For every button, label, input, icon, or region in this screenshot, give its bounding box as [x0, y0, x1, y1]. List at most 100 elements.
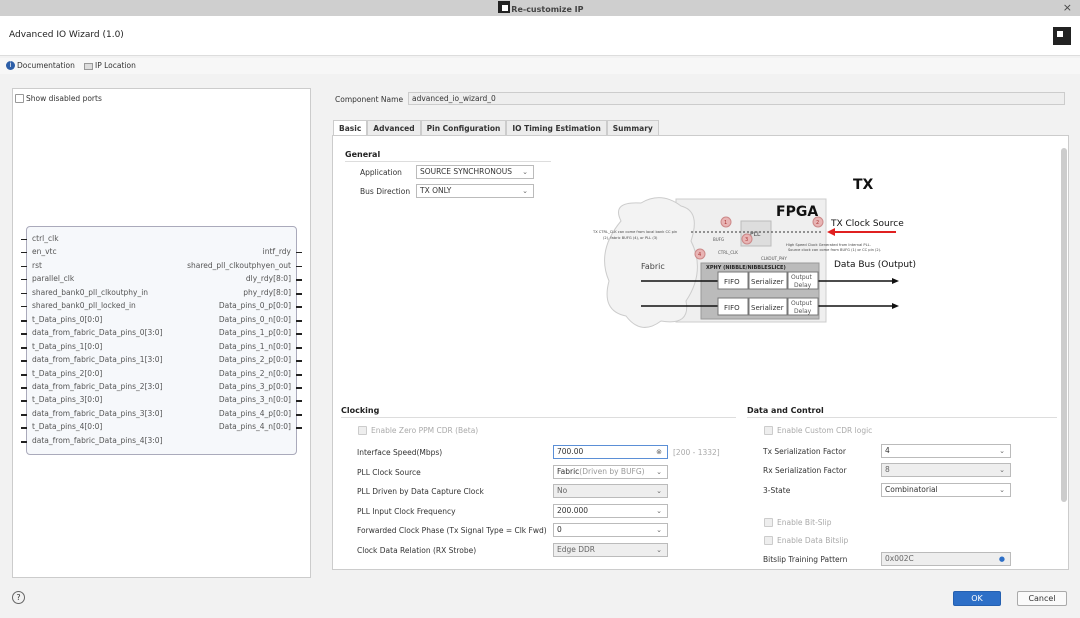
port-pin [296, 319, 302, 322]
tab-advanced[interactable]: Advanced [367, 120, 421, 135]
pll-input-frequency-value: 200.000 [557, 505, 589, 515]
app-logo-icon [498, 1, 511, 13]
training-pattern-label: Bitslip Training Pattern [763, 555, 848, 564]
interface-speed-range: [200 - 1332] [673, 448, 720, 457]
output-port: Data_pins_2_n[0:0] [218, 368, 291, 378]
toolbar: i Documentation IP Location [0, 58, 1080, 74]
bufg-label: BUFG [713, 237, 724, 242]
pll-clock-source-label: PLL Clock Source [357, 467, 421, 477]
tab-io-timing-estimation[interactable]: IO Timing Estimation [506, 120, 607, 135]
hs-clock-note-2: Source clock can come from BUFG (1) or C… [788, 248, 881, 252]
serializer-2: Serializer [751, 304, 784, 312]
port-pin [296, 386, 302, 389]
pll-clock-source-select[interactable]: Fabric(Driven by BUFG) ⌄ [553, 464, 668, 479]
pll-clock-source-value: Fabric [557, 466, 580, 476]
port-pin [21, 427, 27, 430]
application-select[interactable]: SOURCE SYNCHRONOUS ⌄ [416, 165, 534, 179]
ctrl-clk-note-2: (2), fabric BUFG (4), or PLL (3) [603, 236, 658, 240]
ctrl-clk-note-1: TX CTRL_CLK can come from local bank CC … [592, 230, 677, 234]
input-port: data_from_fabric_Data_pins_0[3:0] [32, 328, 163, 338]
port-pin [296, 360, 302, 363]
chevron-down-icon: ⌄ [522, 187, 528, 195]
ok-button[interactable]: OK [953, 591, 1001, 606]
port-pin [21, 333, 27, 336]
application-value: SOURCE SYNCHRONOUS [420, 167, 513, 176]
xphy-label: XPHY (NIBBLE/NIBBLESLICE) [706, 265, 786, 271]
custom-cdr-checkbox[interactable] [764, 426, 773, 435]
clock-data-relation-select[interactable]: Edge DDR ⌄ [553, 542, 668, 557]
chevron-down-icon: ⌄ [999, 486, 1005, 494]
clear-icon[interactable]: ⊗ [656, 448, 662, 456]
window-titlebar: Re-customize IP × [0, 0, 1080, 16]
chevron-down-icon: ⌄ [999, 466, 1005, 474]
show-disabled-ports-checkbox[interactable] [15, 94, 24, 103]
fpga-label: FPGA [776, 204, 818, 220]
output-port: Data_pins_1_n[0:0] [218, 341, 291, 351]
input-port: t_Data_pins_1[0:0] [32, 341, 103, 351]
info-icon: ● [998, 555, 1005, 563]
ctrl-clk-label: CTRL_CLK [718, 250, 738, 255]
tx-serialization-select[interactable]: 4 ⌄ [881, 444, 1011, 458]
port-pin [296, 306, 302, 309]
tab-summary[interactable]: Summary [606, 120, 659, 135]
data-control-heading: Data and Control [747, 406, 1057, 418]
port-pin [296, 333, 302, 336]
three-state-value: Combinatorial [885, 485, 938, 494]
forwarded-clock-phase-select[interactable]: 0 ⌄ [553, 523, 668, 537]
close-icon[interactable]: × [1062, 1, 1072, 14]
tx-clock-source-label: TX Clock Source [830, 219, 904, 229]
forwarded-clock-phase-value: 0 [557, 525, 562, 534]
chevron-down-icon: ⌄ [656, 526, 662, 534]
forwarded-clock-phase-label: Forwarded Clock Phase (Tx Signal Type = … [357, 526, 547, 535]
training-pattern-field[interactable]: 0x002C ● [881, 552, 1011, 566]
rx-serialization-select[interactable]: 8 ⌄ [881, 463, 1011, 477]
output-port: Data_pins_3_p[0:0] [218, 381, 291, 391]
chevron-down-icon: ⌄ [656, 467, 662, 476]
amd-logo-icon [1053, 27, 1071, 45]
output-port: Data_pins_0_n[0:0] [218, 314, 291, 324]
zero-ppm-label: Enable Zero PPM CDR (Beta) [371, 426, 479, 435]
bit-slip-checkbox[interactable] [764, 518, 773, 527]
zero-ppm-checkbox[interactable] [358, 426, 367, 435]
port-pin [21, 306, 27, 308]
interface-speed-input[interactable]: 700.00 ⊗ [553, 445, 668, 459]
tab-pin-configuration[interactable]: Pin Configuration [420, 120, 507, 135]
pll-input-frequency-label: PLL Input Clock Frequency [357, 506, 456, 516]
input-port: t_Data_pins_2[0:0] [32, 368, 103, 378]
header: Advanced IO Wizard (1.0) [0, 16, 1080, 56]
port-pin [296, 252, 302, 254]
port-pin [21, 373, 27, 376]
chevron-down-icon: ⌄ [522, 168, 528, 176]
pll-input-frequency-select[interactable]: 200.000 ⌄ [553, 503, 668, 518]
three-state-select[interactable]: Combinatorial ⌄ [881, 483, 1011, 497]
show-disabled-ports-label: Show disabled ports [26, 94, 102, 103]
cancel-button[interactable]: Cancel [1017, 591, 1067, 606]
tab-basic[interactable]: Basic [333, 120, 368, 135]
output-port: Data_pins_2_p[0:0] [218, 355, 291, 365]
tx-serialization-value: 4 [885, 446, 890, 455]
clock-data-relation-value: Edge DDR [557, 544, 596, 554]
port-pin [21, 319, 27, 322]
port-pin [21, 265, 27, 267]
component-name-label: Component Name [335, 95, 404, 104]
vertical-scrollbar[interactable] [1061, 148, 1067, 502]
port-pin [21, 292, 27, 294]
bus-direction-select[interactable]: TX ONLY ⌄ [416, 184, 534, 198]
port-pin [296, 346, 302, 349]
ip-location-link[interactable]: IP Location [95, 61, 136, 70]
help-icon[interactable]: ? [12, 591, 25, 604]
interface-speed-value: 700.00 [557, 447, 584, 456]
folder-icon [84, 63, 93, 70]
documentation-link[interactable]: Documentation [17, 61, 75, 70]
component-name-field[interactable]: advanced_io_wizard_0 [408, 92, 1065, 105]
data-bitslip-checkbox[interactable] [764, 536, 773, 545]
info-icon: i [6, 61, 15, 70]
port-pin [21, 279, 27, 281]
pll-driven-by-capture-select[interactable]: No ⌄ [553, 484, 668, 498]
output-port: Data_pins_0_p[0:0] [218, 301, 291, 311]
training-pattern-value: 0x002C [885, 554, 914, 563]
fifo-1: FIFO [724, 278, 740, 286]
three-state-label: 3-State [763, 486, 791, 495]
port-pin [296, 279, 302, 282]
port-pin [21, 386, 27, 389]
